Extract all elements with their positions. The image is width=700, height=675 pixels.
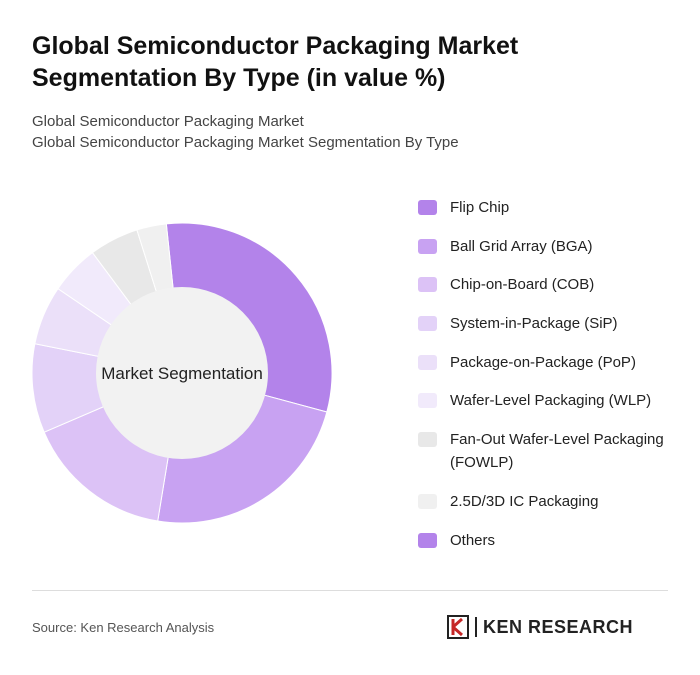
legend-item: Wafer-Level Packaging (WLP) xyxy=(418,389,688,412)
legend-item: Chip-on-Board (COB) xyxy=(418,273,688,296)
donut-chart: Market Segmentation xyxy=(31,222,333,524)
chart-subtitle-primary: Global Semiconductor Packaging Market xyxy=(32,113,304,130)
ken-research-logo-divider xyxy=(475,617,477,637)
legend-label: Flip Chip xyxy=(450,199,510,216)
legend-label: Others xyxy=(450,531,496,549)
legend-item: System-in-Package (SiP) xyxy=(418,312,688,335)
legend-swatch xyxy=(418,277,437,293)
chart-legend: Flip Chip Ball Grid Array (BGA) Chip-on-Bo… xyxy=(418,196,688,567)
ken-research-logo-icon xyxy=(447,615,469,639)
legend-item: Fan-Out Wafer-Level Packaging (FOWLP) xyxy=(418,428,688,474)
legend-item: Others xyxy=(418,529,688,552)
legend-swatch xyxy=(418,432,437,448)
ken-research-logo-text: KEN RESEARCH xyxy=(483,616,634,637)
legend-swatch xyxy=(418,200,437,215)
legend-swatch xyxy=(418,532,437,548)
legend-swatch xyxy=(418,493,437,509)
legend-label: Package-on-Package (PoP) xyxy=(450,353,636,371)
legend-swatch xyxy=(418,316,437,332)
legend-item: Ball Grid Array (BGA) xyxy=(418,235,688,258)
ken-research-logo: KEN RESEARCH xyxy=(447,614,633,640)
legend-label: Chip-on-Board (COB) xyxy=(450,276,595,294)
legend-item: 2.5D/3D IC Packaging xyxy=(418,490,688,513)
legend-label: Fan-Out Wafer-Level Packaging (FOWLP) xyxy=(450,431,664,472)
legend-swatch xyxy=(418,354,437,370)
legend-item: Package-on-Package (PoP) xyxy=(418,351,688,374)
footer-divider xyxy=(32,590,668,591)
legend-swatch xyxy=(418,393,437,409)
chart-subtitle-secondary: Global Semiconductor Packaging Market Se… xyxy=(32,134,459,151)
legend-label: Ball Grid Array (BGA) xyxy=(450,237,593,255)
legend-label: 2.5D/3D IC Packaging xyxy=(450,492,599,510)
donut-center xyxy=(96,287,268,459)
chart-title: Global Semiconductor Packaging Market Se… xyxy=(32,32,519,92)
donut-center-label: Market Segmentation xyxy=(101,364,263,383)
legend-swatch xyxy=(418,238,437,254)
legend-label: System-in-Package (SiP) xyxy=(450,315,618,333)
legend-item: Flip Chip xyxy=(418,196,688,219)
source-note: Source: Ken Research Analysis xyxy=(32,620,215,635)
legend-label: Wafer-Level Packaging (WLP) xyxy=(450,392,652,410)
